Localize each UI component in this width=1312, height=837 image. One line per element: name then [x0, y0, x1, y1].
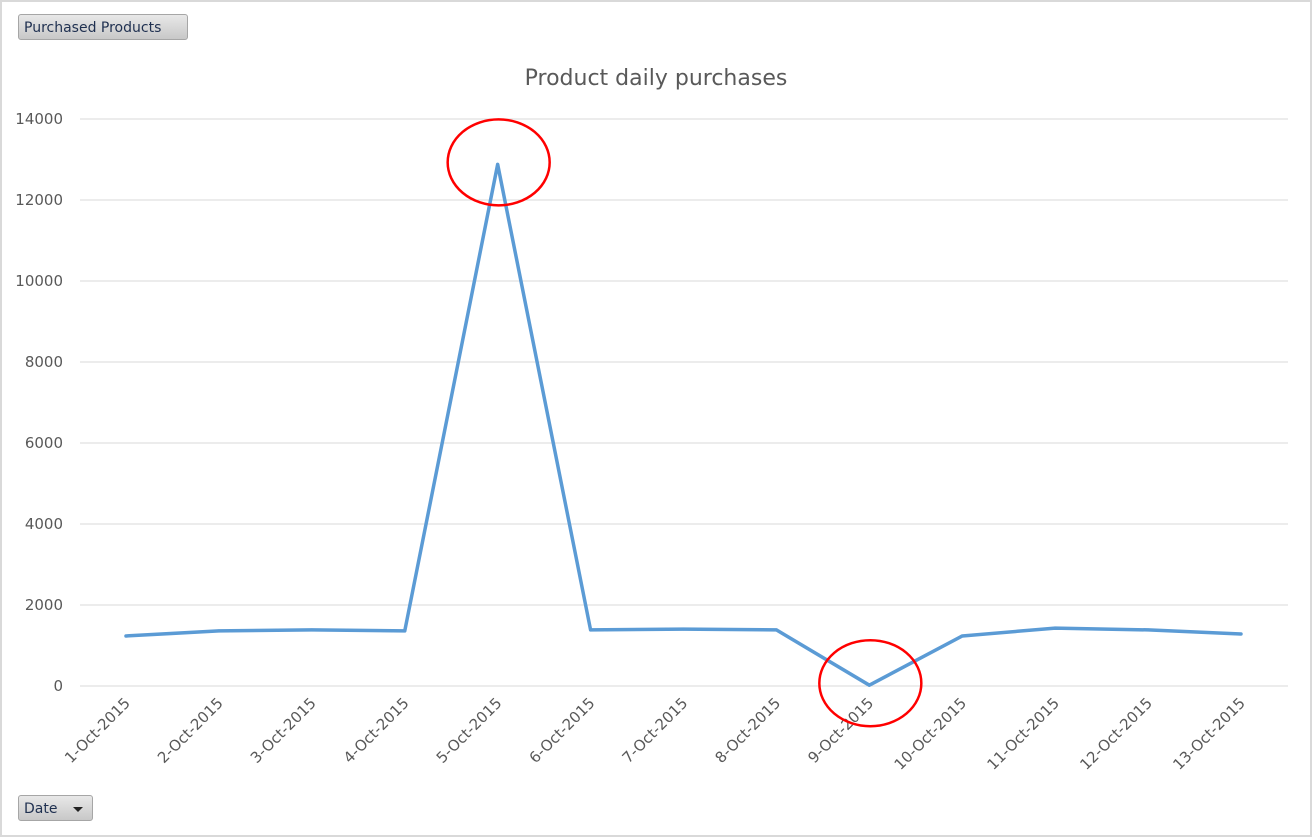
- x-tick-label: 3-Oct-2015: [247, 694, 320, 767]
- highlight-circle: [446, 118, 551, 207]
- y-tick-label: 8000: [25, 353, 63, 371]
- x-tick-label: 4-Oct-2015: [340, 694, 413, 767]
- data-point: [217, 629, 221, 633]
- data-point: [403, 629, 407, 633]
- y-tick-label: 2000: [25, 596, 63, 614]
- data-point: [1146, 628, 1150, 632]
- purchased-products-field-button[interactable]: Purchased Products: [18, 14, 188, 40]
- data-point: [774, 628, 778, 632]
- x-tick-label: 9-Oct-2015: [804, 694, 877, 767]
- data-point: [867, 683, 871, 687]
- date-field-button[interactable]: Date: [18, 795, 93, 821]
- series-line: [124, 162, 1243, 687]
- data-point: [124, 634, 128, 638]
- date-label: Date: [24, 801, 58, 817]
- data-point: [1239, 632, 1243, 636]
- x-tick-label: 5-Oct-2015: [433, 694, 506, 767]
- y-tick-label: 0: [53, 677, 63, 695]
- data-point: [682, 627, 685, 631]
- x-tick-label: 12-Oct-2015: [1076, 694, 1156, 774]
- y-tick-label: 6000: [25, 434, 63, 452]
- x-tick-label: 7-Oct-2015: [619, 694, 692, 767]
- x-tick-label: 13-Oct-2015: [1169, 694, 1249, 774]
- x-tick-label: 11-Oct-2015: [983, 694, 1063, 774]
- y-tick-label: 10000: [15, 272, 63, 290]
- y-tick-label: 12000: [15, 191, 63, 209]
- highlight-circle: [818, 638, 923, 728]
- data-point: [589, 628, 593, 632]
- x-tick-label: 1-Oct-2015: [61, 694, 134, 767]
- y-tick-label: 14000: [15, 110, 63, 128]
- x-tick-label: 10-Oct-2015: [891, 694, 971, 774]
- x-tick-label: 8-Oct-2015: [711, 694, 784, 767]
- purchased-products-label: Purchased Products: [24, 20, 162, 36]
- x-tick-label: 6-Oct-2015: [526, 694, 599, 767]
- chart-title: Product daily purchases: [525, 66, 788, 91]
- y-tick-label: 4000: [25, 515, 63, 533]
- x-tick-label: 2-Oct-2015: [154, 694, 227, 767]
- dropdown-arrow-icon: [73, 807, 83, 812]
- data-point: [960, 634, 964, 638]
- data-point: [310, 628, 314, 632]
- data-point: [496, 162, 500, 166]
- data-point: [1053, 626, 1057, 630]
